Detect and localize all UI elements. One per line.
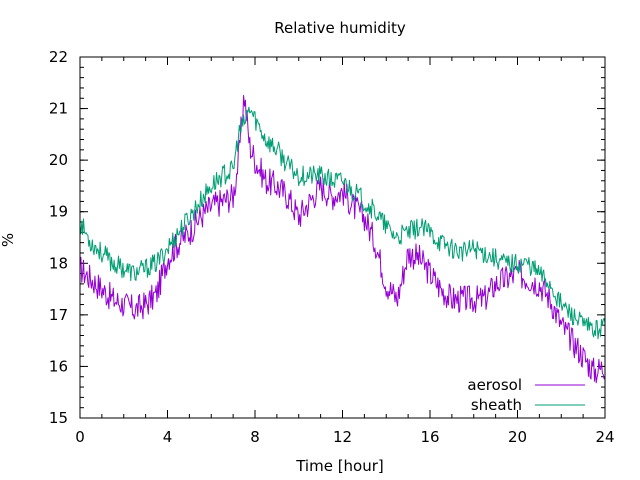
legend-label-aerosol: aerosol [467,376,522,394]
x-tick-label: 20 [508,428,527,446]
y-axis-label: % [0,233,17,247]
plot-frame [79,56,606,419]
minor-ticks [79,56,606,419]
y-tick-label: 19 [49,203,68,221]
y-tick-label: 16 [49,357,68,375]
series-line-sheath [79,106,606,340]
x-tick-label: 8 [250,428,260,446]
y-tick-label: 18 [49,254,68,272]
series-line-aerosol [80,94,606,384]
y-tick-label: 15 [49,409,68,427]
y-tick-label: 17 [49,306,68,324]
legend: aerosol sheath [467,376,585,414]
x-tick-label: 24 [595,428,614,446]
legend-label-sheath: sheath [471,396,522,414]
y-tick-label: 20 [49,151,68,169]
x-tick-label: 12 [333,428,352,446]
y-tick-label: 22 [49,48,68,66]
y-tick-label: 21 [49,100,68,118]
x-tick-label: 0 [75,428,85,446]
x-tick-label: 4 [163,428,173,446]
major-ticks [79,56,606,419]
x-tick-label: 16 [420,428,439,446]
chart-title: Relative humidity [274,19,406,37]
series-layer [79,94,606,384]
x-axis-label: Time [hour] [295,457,384,475]
tick-labels: 0 4 8 12 16 20 24 15 16 17 18 19 20 21 22 [49,48,615,446]
